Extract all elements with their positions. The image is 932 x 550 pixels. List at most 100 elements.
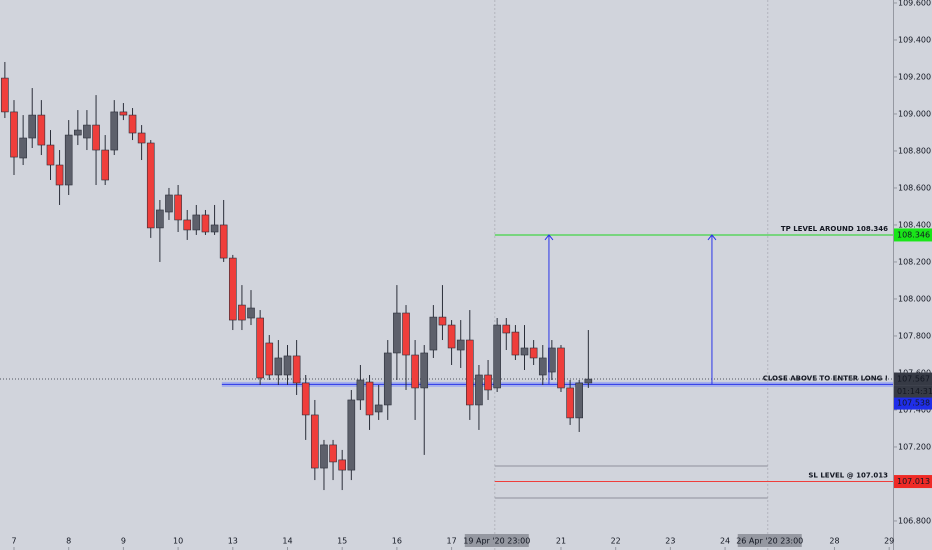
candle-body	[64, 134, 73, 186]
candle-body	[10, 111, 18, 158]
candle-body	[484, 374, 492, 391]
date-marker-label: 26 Apr '20 23:00	[736, 537, 803, 546]
candle-body	[283, 355, 292, 376]
candle-body	[529, 347, 538, 359]
candle-body	[19, 137, 27, 159]
y-tick-label: 109.600	[898, 0, 931, 7]
level-price-tag	[894, 396, 932, 410]
countdown-tag	[894, 385, 932, 398]
candle-body	[584, 378, 593, 384]
candle-body	[137, 132, 146, 144]
level-price-tag	[894, 475, 932, 489]
x-tick-label: 14	[282, 537, 292, 546]
level-price-tag-label: 107.538	[897, 399, 930, 408]
x-tick-label: 13	[228, 537, 238, 546]
x-tick-label: 17	[446, 537, 456, 546]
candle-body	[311, 414, 319, 469]
y-tick-label: 108.000	[898, 294, 931, 303]
candle-body	[219, 224, 228, 259]
candle-body	[538, 357, 547, 376]
candle-body	[174, 194, 182, 221]
x-tick-label: 7	[11, 537, 16, 546]
x-tick-label: 15	[337, 537, 347, 546]
candle-body	[347, 399, 356, 471]
candle-body	[365, 381, 374, 416]
x-tick-label: 9	[121, 537, 126, 546]
candle-body	[402, 312, 410, 356]
arrow-head	[707, 234, 717, 241]
candle-body	[447, 324, 456, 349]
candle-body	[338, 459, 346, 471]
candle-body	[201, 214, 210, 233]
last-price-tag	[894, 372, 932, 386]
candle-body	[466, 339, 474, 406]
y-tick-label: 108.800	[898, 146, 931, 155]
candle-body	[383, 352, 392, 406]
candle-body	[28, 114, 37, 139]
x-tick-label: 21	[556, 537, 566, 546]
level-price-tag-label: 108.346	[897, 230, 930, 239]
candle-body	[119, 111, 128, 116]
arrow-head	[544, 234, 554, 241]
candle-body	[74, 129, 82, 136]
level-price-tag-label: 107.013	[897, 477, 930, 486]
candle-body	[438, 316, 447, 326]
candle-body	[1, 77, 9, 113]
candle-body	[110, 111, 119, 151]
level-label: CLOSE ABOVE TO ENTER LONG !	[763, 374, 888, 382]
candle-body	[292, 355, 301, 384]
x-tick-label: 10	[173, 537, 183, 546]
y-tick-label: 109.400	[898, 35, 931, 44]
candle-body	[393, 312, 401, 354]
candle-body	[374, 404, 383, 413]
countdown-label: 01:14:31	[897, 387, 932, 396]
candle-body	[456, 339, 465, 351]
candle-body	[475, 374, 483, 406]
y-tick-label: 106.800	[898, 516, 931, 525]
candle-body	[511, 331, 520, 356]
candle-body	[192, 214, 201, 231]
candle-body	[247, 307, 255, 319]
candle-body	[101, 149, 109, 181]
y-tick-label: 109.200	[898, 72, 931, 81]
x-tick-label: 8	[66, 537, 71, 546]
x-tick-label: 24	[720, 537, 730, 546]
candle-body	[301, 382, 310, 416]
candle-body	[210, 224, 219, 233]
candle-body	[92, 124, 100, 151]
candle-body	[146, 142, 155, 229]
candle-body	[228, 257, 237, 321]
candle-body	[420, 352, 429, 389]
candle-body	[183, 219, 192, 231]
candle-body	[411, 354, 419, 389]
last-price-tag-label: 107.567	[897, 375, 930, 384]
candle-body	[566, 387, 574, 419]
y-tick-label: 107.200	[898, 442, 931, 451]
candle-body	[128, 114, 137, 134]
candle-body	[265, 342, 274, 376]
candle-body	[575, 382, 583, 419]
level-price-tag	[894, 228, 932, 242]
x-tick-label: 29	[884, 537, 894, 546]
date-marker-tag	[464, 534, 529, 547]
date-marker-label: 19 Apr '20 23:00	[463, 537, 530, 546]
candle-body	[37, 114, 46, 146]
y-tick-label: 107.400	[898, 405, 931, 414]
candle-body	[256, 317, 264, 379]
candle-body	[274, 357, 283, 376]
candle-body	[429, 316, 438, 351]
candle-body	[548, 347, 556, 373]
candle-body	[46, 144, 55, 166]
x-tick-label: 16	[392, 537, 402, 546]
candle-body	[55, 164, 64, 186]
candle-body	[165, 194, 173, 213]
candle-body	[83, 124, 91, 139]
candle-body	[156, 209, 164, 229]
candle-body	[356, 379, 365, 401]
y-tick-label: 108.200	[898, 257, 931, 266]
candle-body	[493, 324, 501, 389]
candle-body	[520, 347, 529, 356]
